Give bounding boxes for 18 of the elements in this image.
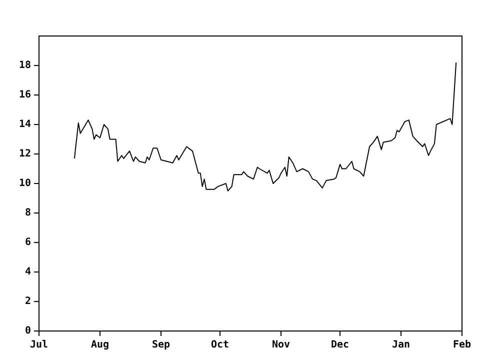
y-tick-label: 8 [25,208,32,219]
y-tick-label: 16 [18,90,32,101]
y-tick-label: 2 [25,296,32,308]
x-tick-label: Jan [392,340,410,351]
y-tick-label: 0 [25,326,32,337]
y-tick-label: 10 [18,178,32,190]
y-tick-label: 18 [18,60,32,72]
x-tick-label: Feb [452,340,472,351]
y-tick-label: 12 [18,148,32,160]
x-tick-label: Dec [331,340,350,351]
x-tick-label: Sep [152,340,170,351]
y-tick-label: 6 [25,237,32,248]
x-tick-label: Jul [30,340,48,351]
x-tick-label: Oct [210,340,230,351]
y-tick-label: 4 [25,266,32,278]
x-tick-label: Aug [90,340,110,351]
y-tick-label: 14 [18,119,32,130]
x-tick-label: Nov [272,340,290,351]
